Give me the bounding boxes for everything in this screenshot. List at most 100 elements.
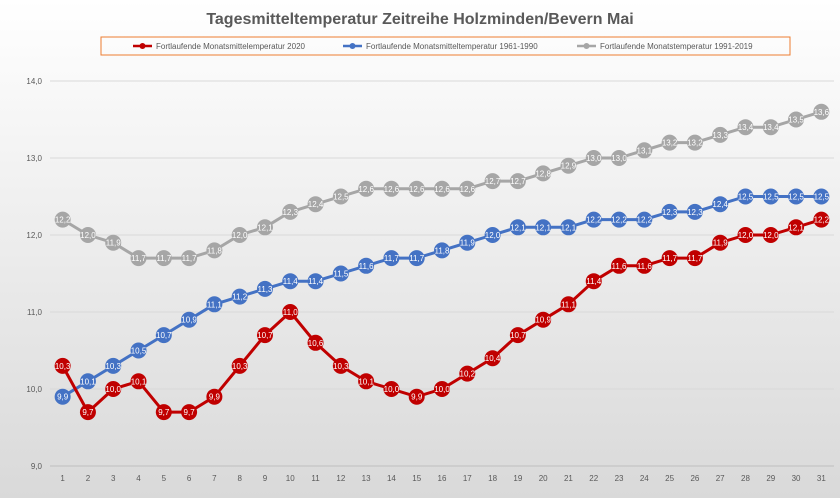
x-tick-label: 5 xyxy=(162,474,167,483)
data-point xyxy=(434,381,450,397)
legend-entry-2020: Fortlaufende Monatsmittelemperatur 2020 xyxy=(133,42,306,51)
data-point xyxy=(535,165,552,182)
data-point xyxy=(686,250,703,267)
data-point xyxy=(686,134,703,151)
data-label: 12,3 xyxy=(662,208,678,217)
data-point xyxy=(585,273,602,290)
x-tick-label: 22 xyxy=(589,474,598,483)
data-point xyxy=(155,327,172,344)
data-label: 13,4 xyxy=(763,123,779,132)
data-point xyxy=(256,280,273,297)
data-label: 11,7 xyxy=(156,254,172,263)
data-point xyxy=(358,257,375,274)
data-label: 11,1 xyxy=(207,300,223,309)
x-tick-label: 14 xyxy=(387,474,396,483)
data-label: 12,5 xyxy=(738,193,754,202)
data-point xyxy=(686,203,703,220)
data-point xyxy=(408,180,425,197)
data-point xyxy=(762,188,779,205)
data-label: 11,4 xyxy=(586,277,602,286)
data-point xyxy=(611,211,628,228)
data-label: 10,0 xyxy=(105,385,121,394)
data-label: 12,0 xyxy=(763,231,779,240)
data-label: 12,7 xyxy=(510,177,526,186)
x-tick-label: 7 xyxy=(212,474,217,483)
y-tick-label: 12,0 xyxy=(26,231,42,240)
data-label: 12,0 xyxy=(738,231,754,240)
data-point xyxy=(813,188,830,205)
data-label: 12,1 xyxy=(788,223,804,232)
data-label: 10,6 xyxy=(308,339,324,348)
data-point xyxy=(712,196,729,213)
x-tick-label: 17 xyxy=(463,474,472,483)
data-point xyxy=(231,227,248,243)
data-label: 13,5 xyxy=(788,116,804,125)
legend-label-2020: Fortlaufende Monatsmittelemperatur 2020 xyxy=(156,42,306,51)
data-point xyxy=(611,257,628,274)
data-point xyxy=(737,119,754,136)
data-label: 11,6 xyxy=(359,262,375,271)
x-tick-label: 21 xyxy=(564,474,573,483)
data-point xyxy=(560,157,577,174)
data-label: 10,3 xyxy=(55,362,71,371)
data-label: 10,3 xyxy=(232,362,248,371)
data-point xyxy=(105,234,122,251)
data-label: 12,8 xyxy=(535,169,551,178)
data-label: 12,6 xyxy=(358,185,374,194)
data-label: 13,1 xyxy=(637,146,653,155)
data-label: 12,1 xyxy=(535,223,551,232)
data-label: 11,7 xyxy=(409,254,425,263)
x-tick-label: 16 xyxy=(438,474,447,483)
x-axis-ticks: 1 2 3 4 5 6 7 8 9 10 11 12 13 14 15 16 17 18 19 20 21 22 23 24 2… xyxy=(60,474,826,483)
data-label: 12,0 xyxy=(80,231,96,240)
data-label: 12,0 xyxy=(232,231,248,240)
data-point xyxy=(206,242,223,259)
data-label: 9,7 xyxy=(158,408,170,417)
data-point xyxy=(484,350,501,367)
data-point xyxy=(408,250,425,267)
x-tick-label: 4 xyxy=(136,474,141,483)
data-label: 12,6 xyxy=(460,185,476,194)
data-label: 11,9 xyxy=(106,239,122,248)
data-point xyxy=(105,357,122,374)
data-label: 11,7 xyxy=(384,254,400,263)
data-point xyxy=(636,211,653,228)
data-point xyxy=(661,134,678,151)
data-point xyxy=(181,311,198,328)
data-point xyxy=(560,296,577,313)
series-1: 9,9 10,1 10,3 10,5 10,7 10,9 11,1 11,2 11,3 11,4 1… xyxy=(54,188,830,405)
data-point xyxy=(459,365,476,382)
data-label: 12,1 xyxy=(257,223,273,232)
x-tick-label: 31 xyxy=(817,474,826,483)
x-tick-label: 1 xyxy=(60,474,65,483)
data-point xyxy=(484,173,501,190)
data-point xyxy=(130,373,147,390)
data-point xyxy=(383,250,400,267)
data-point xyxy=(181,404,198,421)
data-label: 10,9 xyxy=(535,316,551,325)
data-label: 12,5 xyxy=(814,193,830,202)
data-point xyxy=(459,180,476,197)
data-point xyxy=(611,150,628,166)
data-label: 10,9 xyxy=(181,316,197,325)
data-point xyxy=(383,381,400,397)
x-tick-label: 23 xyxy=(615,474,624,483)
data-point xyxy=(712,234,729,251)
data-label: 9,9 xyxy=(57,393,69,402)
x-tick-label: 29 xyxy=(766,474,775,483)
data-label: 13,3 xyxy=(712,131,728,140)
data-label: 10,7 xyxy=(156,331,172,340)
data-point xyxy=(332,188,349,205)
data-point xyxy=(762,119,779,136)
x-tick-label: 6 xyxy=(187,474,192,483)
data-label: 13,6 xyxy=(814,108,830,117)
data-point xyxy=(434,242,450,259)
data-label: 11,4 xyxy=(308,277,324,286)
data-label: 10,7 xyxy=(257,331,273,340)
data-label: 12,2 xyxy=(586,216,602,225)
data-point xyxy=(788,111,805,128)
data-point xyxy=(661,203,678,220)
legend: Fortlaufende Monatsmittelemperatur 2020 … xyxy=(100,36,791,56)
